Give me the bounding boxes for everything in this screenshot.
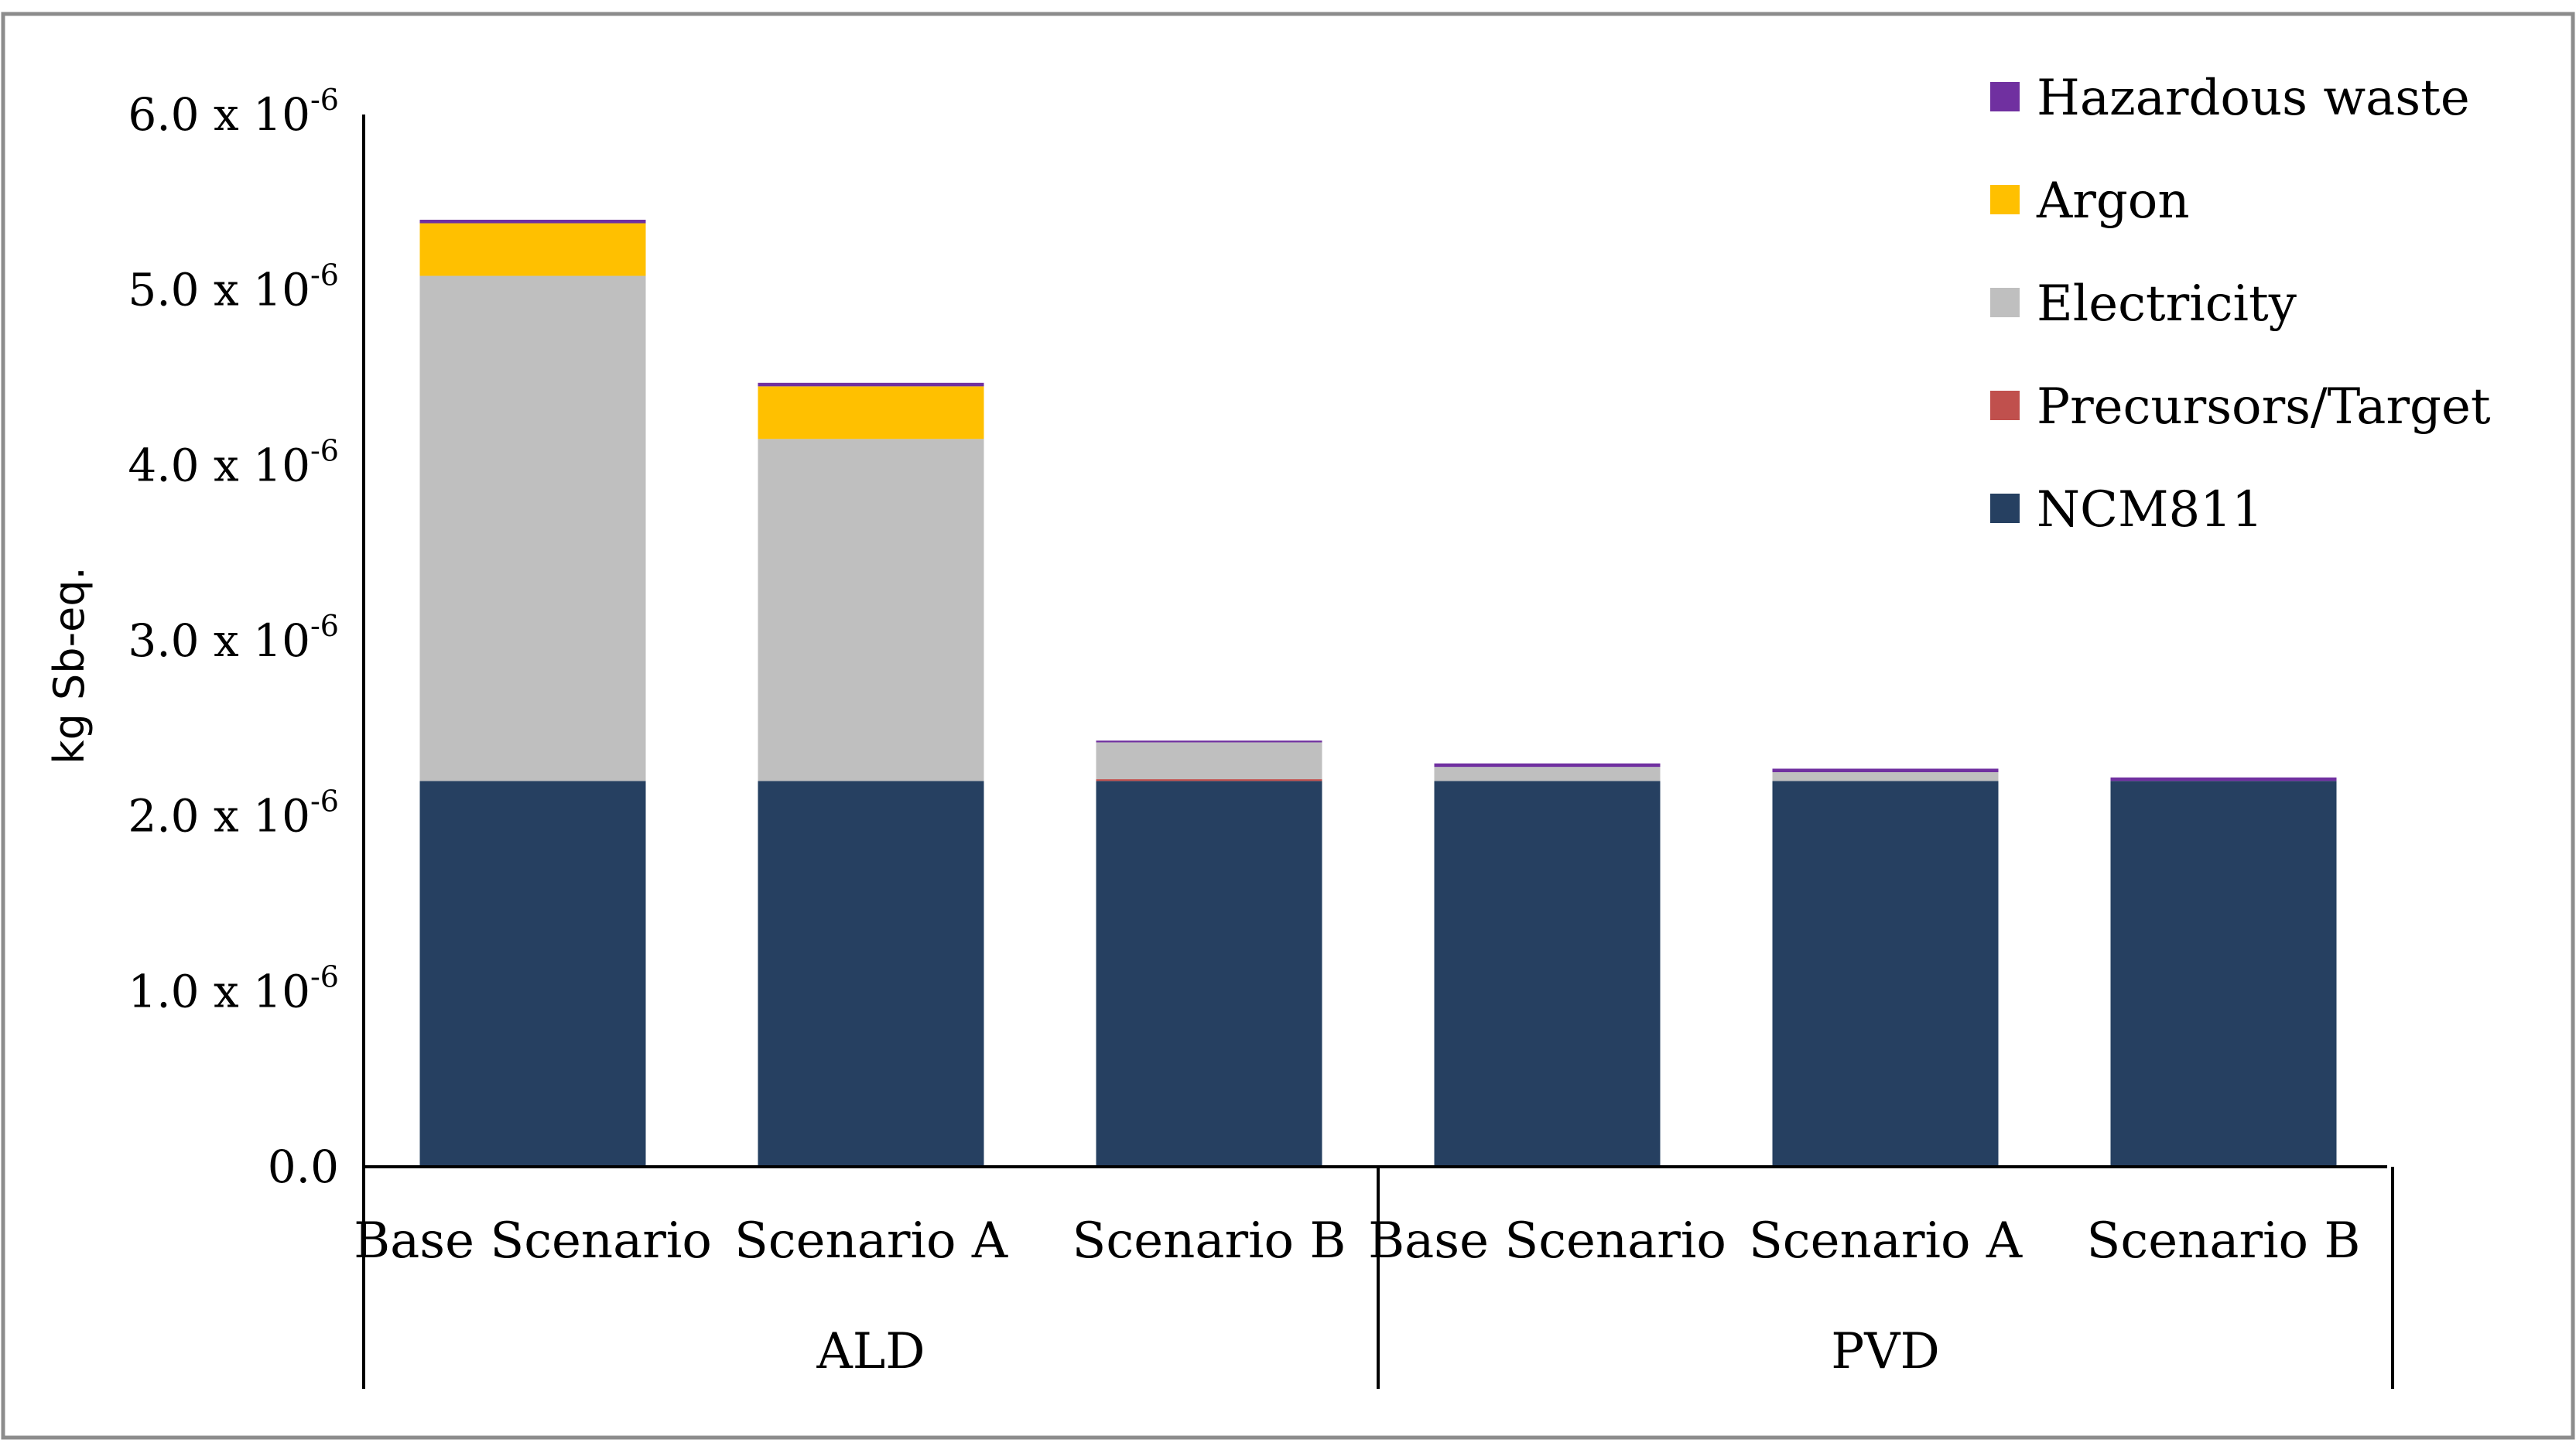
y-tick-labels: 0.01.0 x 10-62.0 x 10-63.0 x 10-64.0 x 1… — [128, 83, 339, 1193]
y-tick-mantissa: 3.0 x 10 — [128, 614, 310, 667]
y-tick-label: 2.0 x 10-6 — [128, 785, 339, 843]
x-group-label: PVD — [1831, 1323, 1940, 1380]
bars-layer — [419, 220, 2337, 1167]
bar-segment-ncm811-1 — [419, 781, 646, 1167]
x-category-label: Scenario B — [2087, 1212, 2361, 1270]
y-tick-exponent: -6 — [310, 433, 339, 467]
legend-label: NCM811 — [2037, 481, 2263, 539]
y-tick-exponent: -6 — [310, 785, 339, 819]
bar-segment-hazardous-waste-4 — [1434, 763, 1661, 768]
legend-swatch-ncm811 — [1990, 494, 2020, 523]
y-tick-label: 1.0 x 10-6 — [128, 959, 339, 1017]
y-tick-mantissa: 0.0 — [268, 1140, 339, 1193]
bar-segment-electricity-4 — [1434, 767, 1661, 781]
bar-segment-hazardous-waste-3 — [1096, 740, 1322, 743]
bar-segment-ncm811-4 — [1434, 781, 1661, 1167]
bar-segment-electricity-3 — [1096, 742, 1322, 780]
legend: Hazardous waste Argon Electricity Precursor… — [1990, 70, 2491, 539]
y-tick-mantissa: 1.0 x 10 — [128, 965, 310, 1017]
y-tick-mantissa: 5.0 x 10 — [128, 264, 310, 316]
y-tick-label: 6.0 x 10-6 — [128, 83, 339, 141]
bar-segment-hazardous-waste-1 — [419, 220, 646, 224]
y-tick-mantissa: 2.0 x 10 — [128, 790, 310, 843]
y-tick-exponent: -6 — [310, 609, 339, 643]
bar-segment-argon-1 — [419, 223, 646, 276]
axes-layer — [362, 115, 2387, 1168]
y-tick-label: 3.0 x 10-6 — [128, 609, 339, 667]
x-category-label: Scenario A — [1749, 1212, 2023, 1270]
y-tick-label: 4.0 x 10-6 — [128, 433, 339, 491]
legend-swatch-hazardous-waste — [1990, 82, 2020, 111]
y-tick-mantissa: 4.0 x 10 — [128, 439, 310, 491]
x-category-labels: Base Scenario Scenario A Scenario B Base Sc… — [354, 1212, 2360, 1270]
y-tick-exponent: -6 — [310, 959, 339, 993]
y-tick-label: 0.0 — [268, 1140, 339, 1193]
legend-swatch-electricity — [1990, 288, 2020, 317]
legend-label: Argon — [2036, 173, 2190, 230]
bar-segment-ncm811-3 — [1096, 781, 1322, 1167]
bar-segment-electricity-5 — [1772, 772, 1999, 781]
bar-segment-electricity-2 — [758, 439, 984, 781]
legend-swatch-argon — [1990, 185, 2020, 214]
x-category-label: Base Scenario — [354, 1212, 712, 1270]
y-tick-exponent: -6 — [310, 258, 339, 292]
legend-swatch-precursors-target — [1990, 391, 2020, 420]
bar-segment-argon-2 — [758, 386, 984, 439]
bar-segment-hazardous-waste-5 — [1772, 768, 1999, 772]
bar-segment-ncm811-2 — [758, 781, 984, 1167]
bar-segment-ncm811-6 — [2110, 781, 2337, 1167]
bar-segment-hazardous-waste-6 — [2110, 777, 2337, 781]
y-tick-label: 5.0 x 10-6 — [128, 258, 339, 316]
x-category-label: Scenario B — [1072, 1212, 1346, 1270]
bar-segment-ncm811-5 — [1772, 781, 1999, 1167]
x-group-label: ALD — [816, 1323, 925, 1380]
legend-label: Precursors/Target — [2037, 378, 2491, 436]
bar-segment-precursors-target-3 — [1096, 779, 1322, 781]
y-tick-mantissa: 6.0 x 10 — [128, 88, 310, 141]
x-category-label: Scenario A — [734, 1212, 1008, 1270]
x-category-label: Base Scenario — [1368, 1212, 1726, 1270]
legend-label: Hazardous waste — [2037, 70, 2470, 127]
y-tick-exponent: -6 — [310, 83, 339, 117]
legend-label: Electricity — [2037, 275, 2297, 333]
y-axis-title: kg Sb-eq. — [45, 566, 94, 764]
bar-segment-electricity-1 — [419, 275, 646, 781]
bar-segment-hazardous-waste-2 — [758, 382, 984, 387]
x-group-labels: ALD PVD — [362, 1167, 2394, 1389]
